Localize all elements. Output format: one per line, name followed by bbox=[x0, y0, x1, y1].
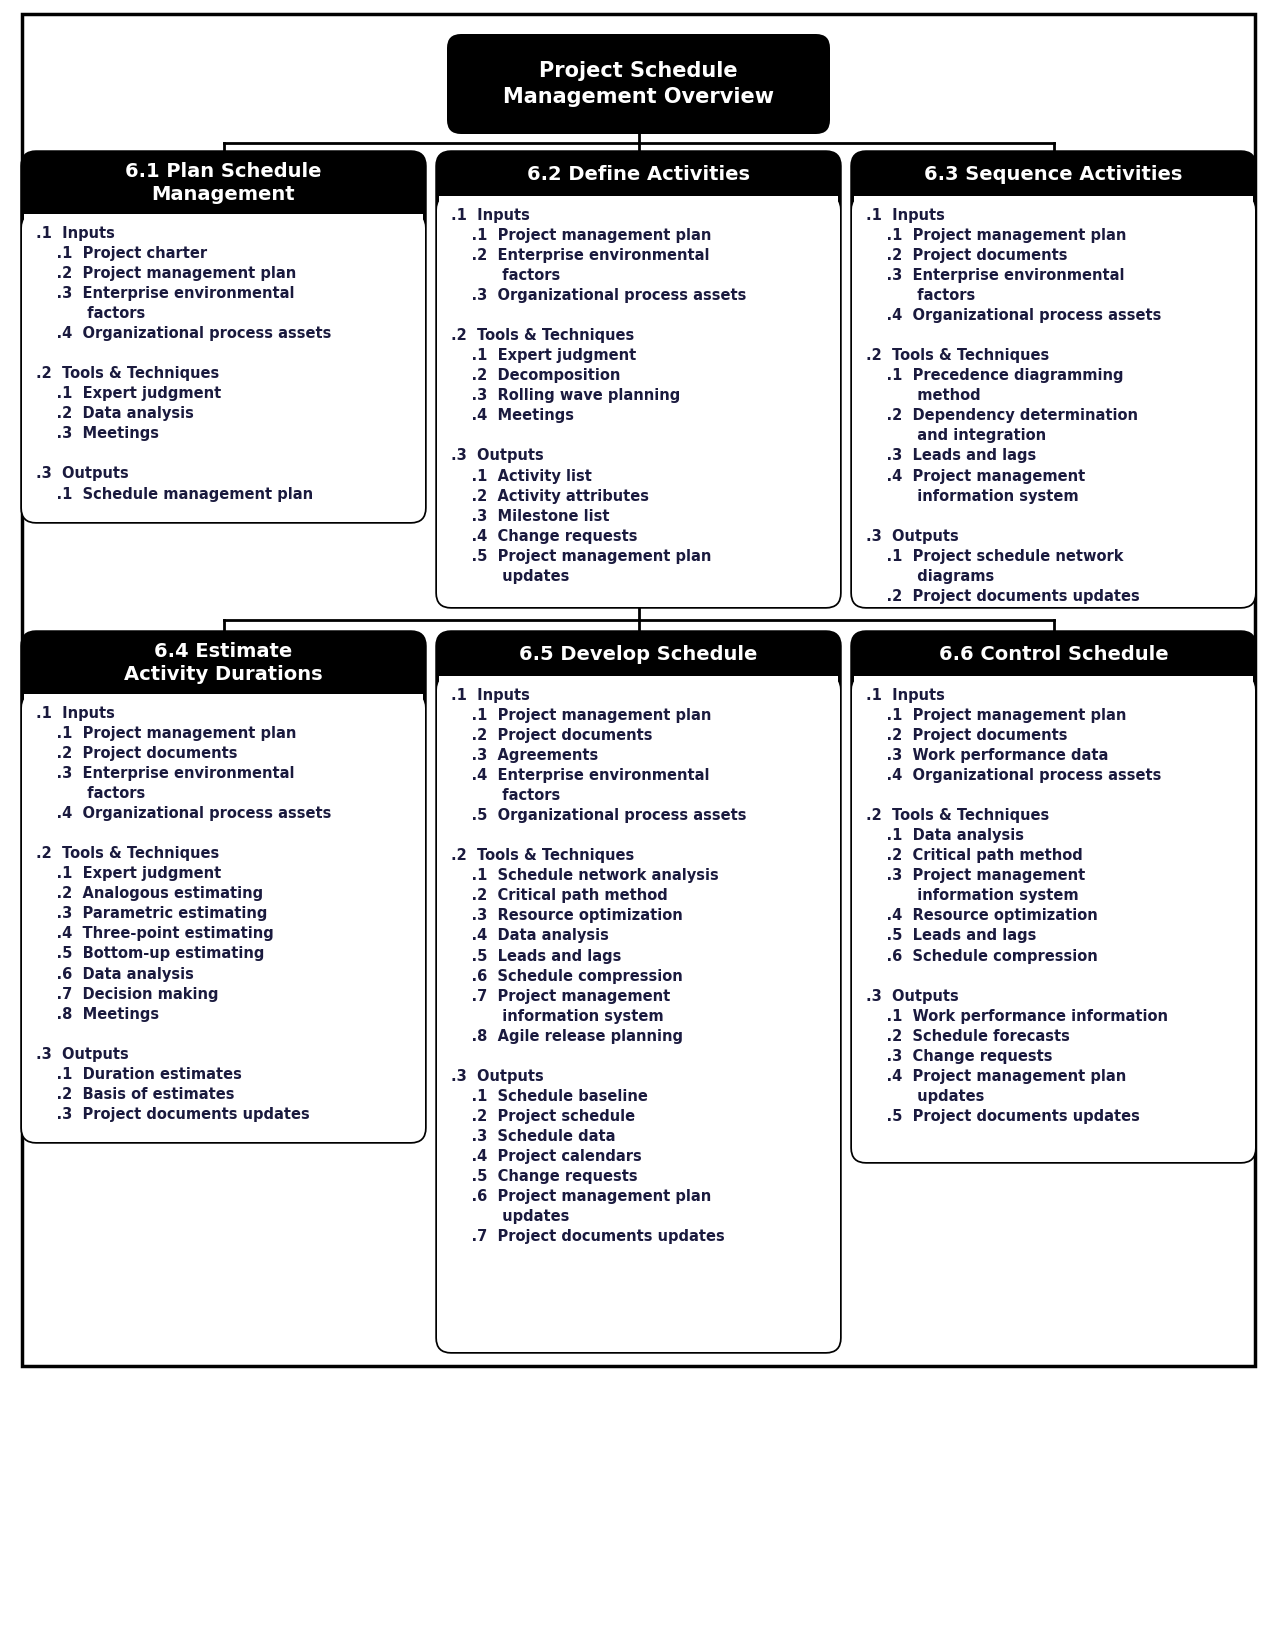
Bar bbox=[24, 215, 423, 230]
Bar bbox=[854, 197, 1253, 211]
Text: Project Schedule
Management Overview: Project Schedule Management Overview bbox=[503, 61, 774, 107]
FancyBboxPatch shape bbox=[437, 676, 840, 1351]
FancyBboxPatch shape bbox=[437, 152, 840, 606]
Text: 6.2 Define Activities: 6.2 Define Activities bbox=[527, 165, 750, 183]
FancyBboxPatch shape bbox=[852, 633, 1255, 1161]
FancyBboxPatch shape bbox=[22, 633, 425, 1142]
Text: 6.6 Control Schedule: 6.6 Control Schedule bbox=[939, 644, 1168, 664]
Text: 6.5 Develop Schedule: 6.5 Develop Schedule bbox=[520, 644, 757, 664]
Bar bbox=[854, 676, 1253, 692]
Text: .1  Inputs
    .1  Project management plan
    .2  Enterprise environmental
    : .1 Inputs .1 Project management plan .2 … bbox=[451, 208, 746, 583]
Text: .1  Inputs
    .1  Project management plan
    .2  Project documents
    .3  Ent: .1 Inputs .1 Project management plan .2 … bbox=[866, 208, 1161, 603]
FancyBboxPatch shape bbox=[852, 152, 1255, 606]
FancyBboxPatch shape bbox=[437, 633, 840, 1351]
FancyBboxPatch shape bbox=[22, 152, 425, 522]
Text: 6.3 Sequence Activities: 6.3 Sequence Activities bbox=[925, 165, 1183, 183]
Text: .1  Inputs
    .1  Project management plan
    .2  Project documents
    .3  Agr: .1 Inputs .1 Project management plan .2 … bbox=[451, 687, 747, 1244]
FancyBboxPatch shape bbox=[447, 35, 830, 134]
Text: .1  Inputs
    .1  Project management plan
    .2  Project documents
    .3  Wor: .1 Inputs .1 Project management plan .2 … bbox=[866, 687, 1168, 1123]
FancyBboxPatch shape bbox=[22, 215, 425, 522]
Text: .1  Inputs
    .1  Project charter
    .2  Project management plan
    .3  Enter: .1 Inputs .1 Project charter .2 Project … bbox=[36, 226, 331, 502]
FancyBboxPatch shape bbox=[852, 676, 1255, 1161]
Bar bbox=[24, 694, 423, 710]
Bar bbox=[22, 13, 1255, 1366]
FancyBboxPatch shape bbox=[852, 197, 1255, 606]
Text: 6.1 Plan Schedule
Management: 6.1 Plan Schedule Management bbox=[125, 162, 322, 205]
FancyBboxPatch shape bbox=[437, 197, 840, 606]
Text: 6.4 Estimate
Activity Durations: 6.4 Estimate Activity Durations bbox=[124, 641, 323, 684]
Bar bbox=[439, 197, 838, 211]
Text: .1  Inputs
    .1  Project management plan
    .2  Project documents
    .3  Ent: .1 Inputs .1 Project management plan .2 … bbox=[36, 705, 331, 1122]
FancyBboxPatch shape bbox=[22, 694, 425, 1142]
Bar bbox=[439, 676, 838, 692]
